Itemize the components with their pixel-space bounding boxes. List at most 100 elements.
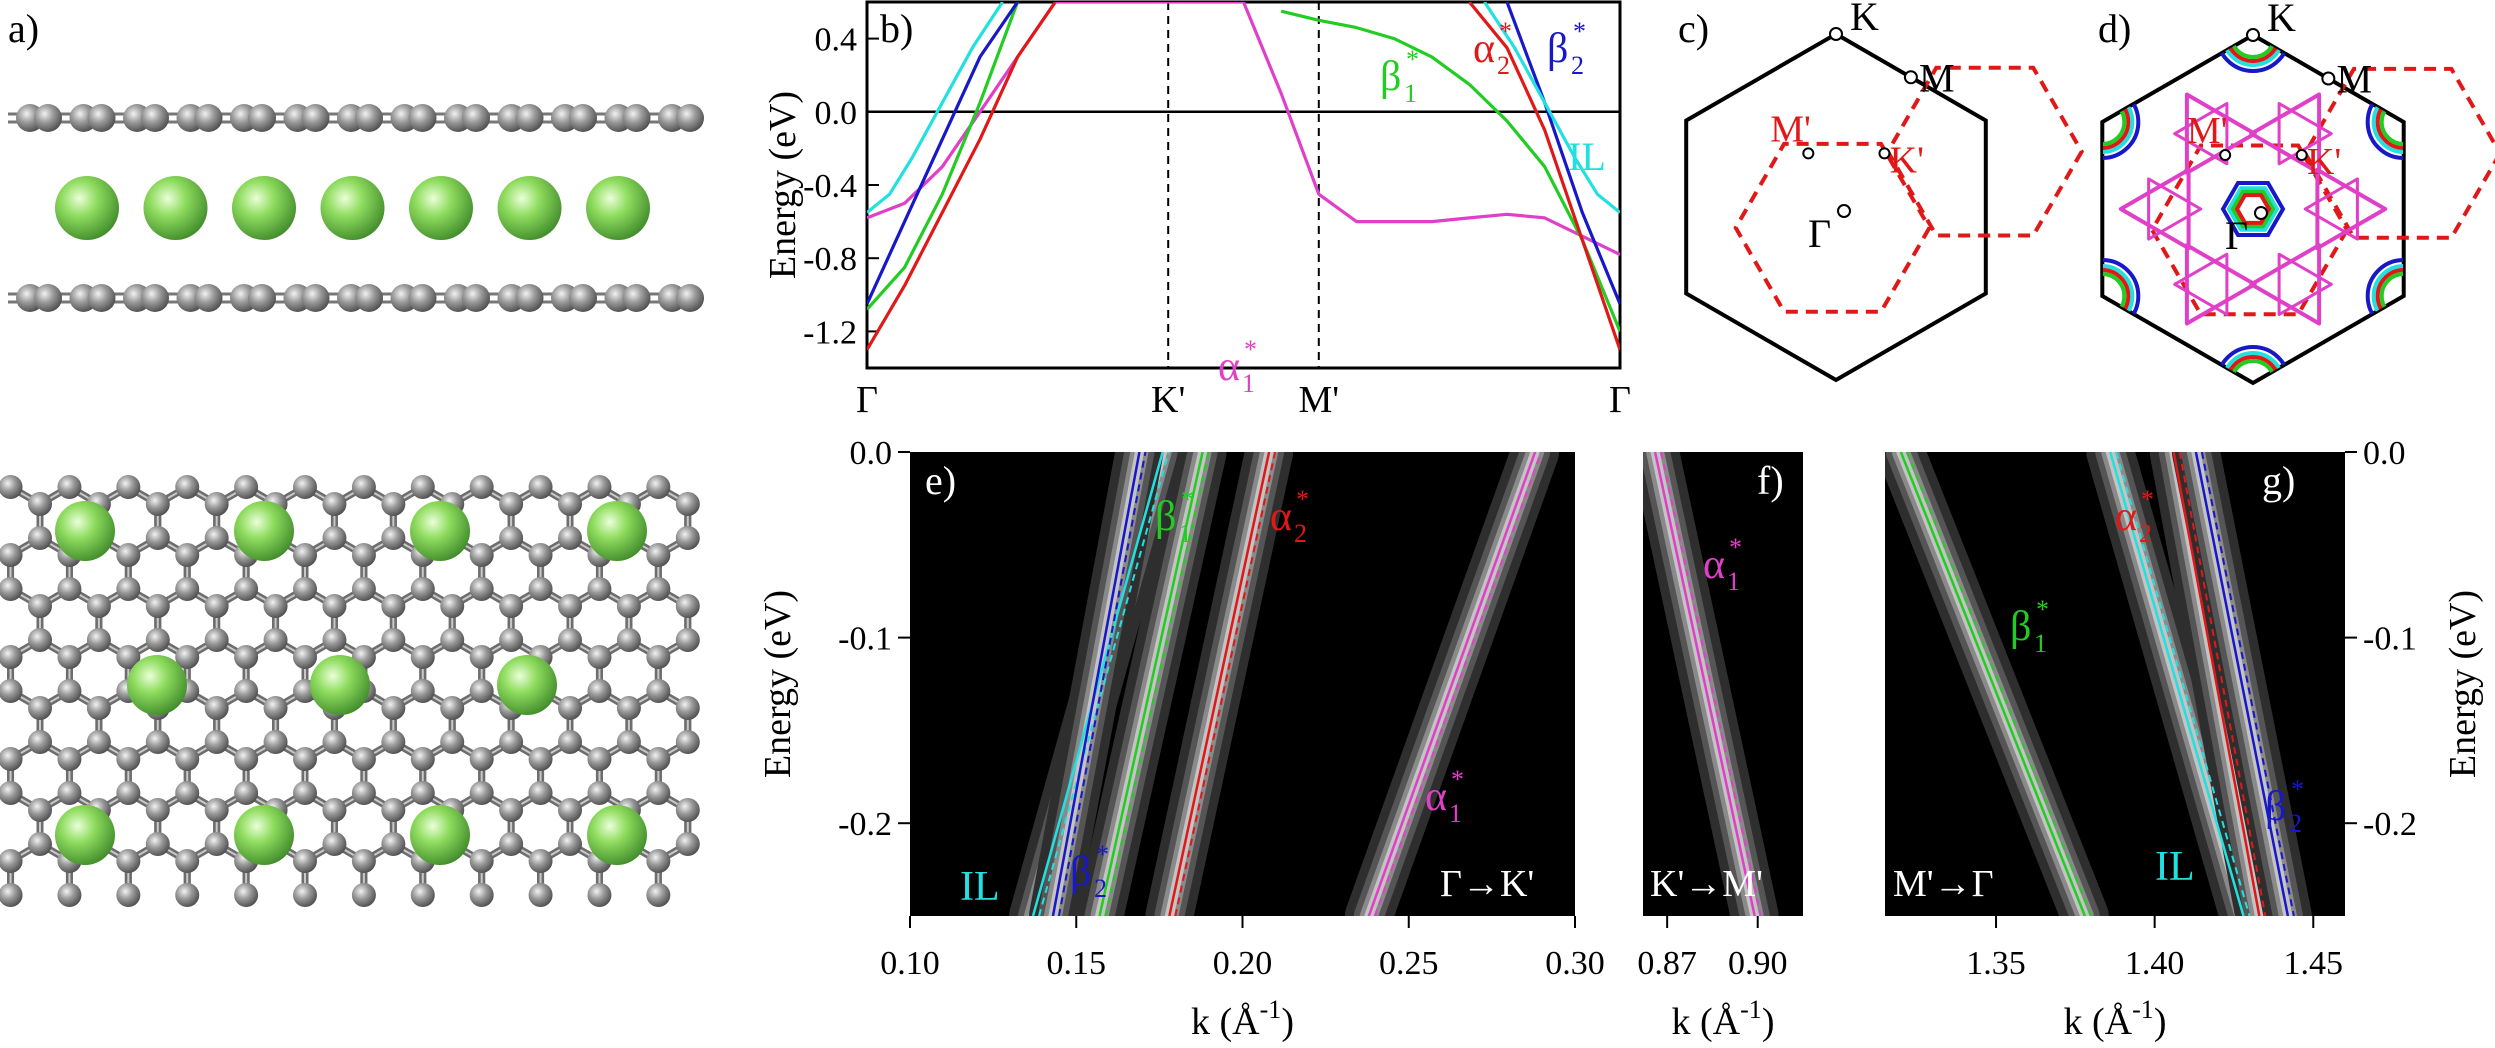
g-label-beta1-symbol: β — [2010, 604, 2031, 650]
k-pocket — [2225, 35, 2281, 63]
alpha1-pocket-inner — [2303, 177, 2359, 241]
g-label-alpha2: α * 2 — [2115, 485, 2154, 548]
carbon-atom — [28, 492, 52, 516]
carbon-atom — [234, 747, 259, 771]
carbon-atom — [0, 747, 23, 771]
carbon-atom — [569, 104, 597, 132]
fit-line-β2* — [1051, 452, 1141, 916]
carbon-atom — [515, 104, 544, 132]
carbon-atom — [57, 645, 82, 669]
fit-line-β2* — [2194, 452, 2290, 916]
carbon-atom — [28, 832, 52, 856]
carbon-atom — [87, 284, 116, 312]
carbon-atom — [499, 798, 524, 822]
carbon-atom — [528, 543, 553, 567]
band-label-alpha2-symbol: α — [1473, 26, 1495, 72]
alpha1-pocket — [2249, 243, 2322, 326]
carbon-atom — [469, 475, 494, 499]
alpha1-pocket-inner — [2173, 102, 2229, 166]
fit-line-β1* — [1899, 452, 2087, 916]
x-axis-title-g: k (Å-1) — [2064, 995, 2167, 1043]
carbon-atom — [408, 284, 437, 312]
carbon-atom — [293, 543, 318, 567]
carbon-atom — [175, 475, 200, 499]
carbon-atom — [646, 577, 671, 601]
e-label-beta1-symbol: β — [1155, 494, 1176, 540]
carbon-atom — [381, 832, 406, 856]
carbon-atom — [145, 594, 170, 618]
y-axis-title-e: Energy (eV) — [757, 590, 799, 778]
carbon-atom — [116, 781, 141, 805]
carbon-atom — [558, 594, 583, 618]
calcium-atom — [143, 176, 208, 240]
direction-label-e: Γ→K' — [1440, 863, 1534, 905]
calcium-atom — [587, 805, 647, 865]
carbon-atom — [410, 747, 435, 771]
point-K-prime — [1878, 147, 1891, 160]
panel-d-fermi-surface: K M M' K' Γ — [2100, 0, 2495, 386]
carbon-atom — [28, 730, 52, 754]
carbon-atom — [499, 628, 524, 652]
carbon-atom — [646, 849, 671, 873]
carbon-atom — [675, 594, 700, 618]
point-K — [1829, 27, 1843, 41]
g-label-beta2-sub: 2 — [2289, 809, 2302, 838]
carbon-atom — [381, 594, 406, 618]
calcium-atom — [409, 176, 473, 240]
k-pocket — [2103, 272, 2127, 320]
carbon-atom — [675, 798, 700, 822]
k-pocket — [2103, 264, 2135, 328]
carbon-atom — [528, 577, 553, 601]
carbon-atom — [248, 284, 276, 312]
carbon-atom — [499, 492, 524, 516]
x-tick-label-g: 1.35 — [1966, 945, 2026, 982]
carbon-atom — [587, 883, 612, 907]
alpha1-pocket — [2315, 167, 2388, 251]
carbon-atom — [469, 679, 494, 703]
calc-line-β2* — [2200, 452, 2295, 916]
carbon-atom — [293, 883, 318, 907]
carbon-atom — [263, 696, 288, 720]
g-label-alpha2-symbol: α — [2115, 494, 2137, 540]
f-label-alpha1-sup: * — [1729, 533, 1742, 562]
k-pocket — [2371, 90, 2403, 154]
calc-line-IL — [1038, 452, 1170, 916]
carbon-atom — [528, 883, 553, 907]
carbon-atom — [410, 679, 435, 703]
carbon-atom — [248, 104, 276, 132]
point-M-prime — [2219, 149, 2232, 162]
fit-line-α2* — [1168, 452, 1271, 916]
carbon-atom — [293, 577, 318, 601]
panel-e-arpes: 0.10 0.15 0.20 0.25 0.30 k (Å-1) 0.0 -0.1 -0.2 En… — [757, 435, 1605, 1043]
carbon-atom — [57, 577, 82, 601]
alpha1-pocket-inner — [2277, 252, 2333, 316]
gamma-pocket — [2234, 193, 2272, 225]
k-pocket — [2103, 84, 2141, 160]
carbon-atom — [528, 475, 553, 499]
point-M — [2321, 71, 2336, 86]
carbon-atom — [322, 492, 347, 516]
carbon-atom — [116, 475, 141, 499]
carbon-atom — [558, 798, 583, 822]
bz-label-K-prime: K' — [1890, 139, 1924, 181]
g-label-beta2: β * 2 — [2265, 775, 2304, 838]
f-label-alpha1: α * 1 — [1703, 533, 1742, 596]
carbon-atom — [0, 781, 23, 805]
carbon-atom — [469, 543, 494, 567]
carbon-atom — [204, 594, 229, 618]
panel-label-c: c) — [1678, 6, 1709, 51]
carbon-atom — [646, 645, 671, 669]
carbon-atom — [175, 645, 200, 669]
g-label-beta1: β * 1 — [2010, 595, 2049, 658]
x-tick-label-e: 0.10 — [880, 945, 940, 982]
point-K-prime — [2295, 149, 2308, 162]
carbon-atom — [116, 747, 141, 771]
arpes-intensity-f — [1643, 452, 1779, 916]
carbon-atom — [322, 594, 347, 618]
panel-label-b: b) — [880, 6, 913, 51]
panel-g-arpes: 1.35 1.40 1.45 k (Å-1) 0.0 -0.1 -0.2 Energy (eV… — [1885, 435, 2484, 1043]
band-label-IL: IL — [1568, 134, 1606, 179]
k-pocket — [2103, 94, 2131, 150]
carbon-atom — [234, 781, 259, 805]
y-tick-label-b: -0.8 — [803, 241, 857, 278]
